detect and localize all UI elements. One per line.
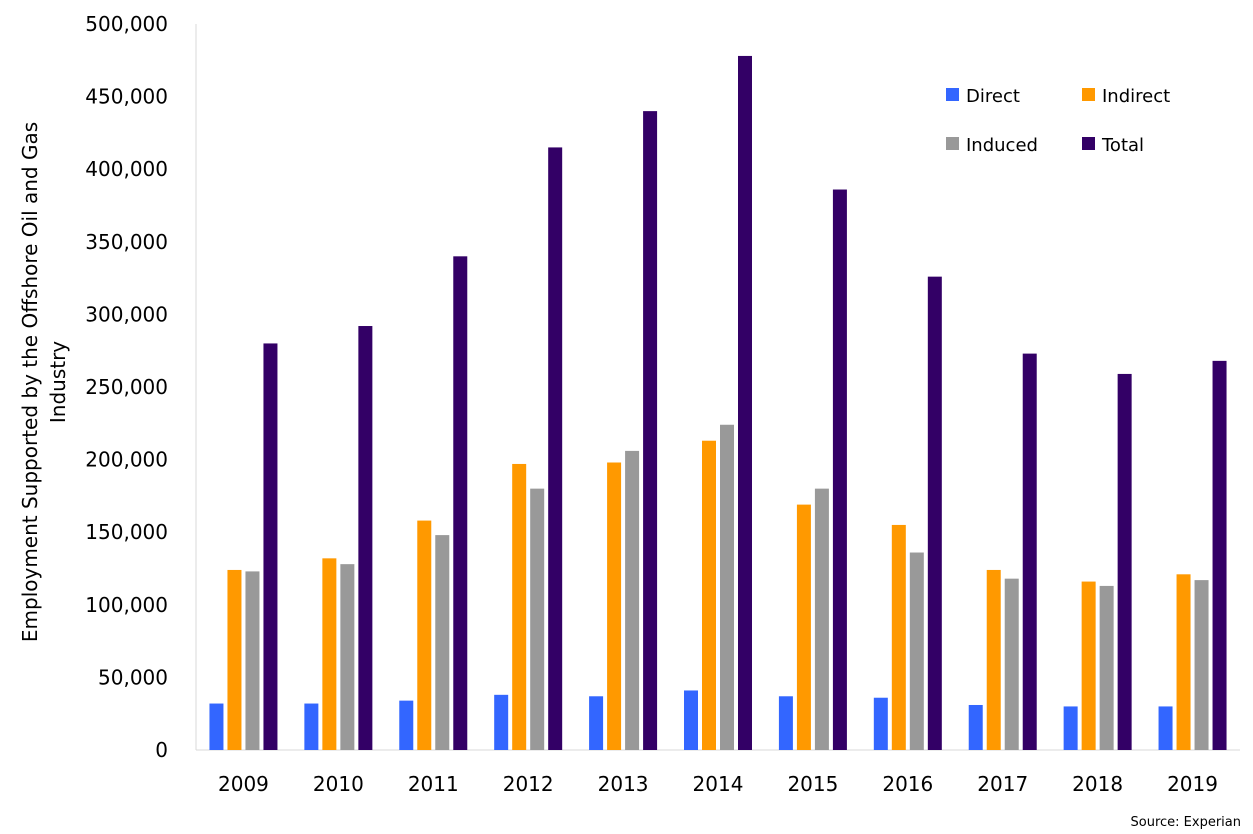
bar-total-2017 xyxy=(1022,353,1037,750)
legend-swatch-direct xyxy=(946,88,959,101)
y-tick-label: 350,000 xyxy=(85,230,168,254)
bar-indirect-2014 xyxy=(702,440,716,750)
bar-direct-2011 xyxy=(399,700,414,750)
y-axis-label: Employment Supported by the Offshore Oil… xyxy=(18,122,70,642)
y-tick-label: 200,000 xyxy=(85,448,168,472)
bar-indirect-2017 xyxy=(986,569,1001,750)
bar-induced-2016 xyxy=(909,552,924,750)
x-axis-ticks: 2009 2010 2011 2012 2013 2014 2015 2016 2017 2018… xyxy=(218,772,1218,796)
x-tick-label: 2018 xyxy=(1072,772,1123,796)
x-tick-label: 2013 xyxy=(598,772,649,796)
x-tick-label: 2016 xyxy=(882,772,933,796)
bar-indirect-2013 xyxy=(607,462,622,750)
bar-indirect-2016 xyxy=(891,524,906,750)
legend-swatch-total xyxy=(1082,137,1095,150)
bar-indirect-2015 xyxy=(796,504,811,750)
legend-label-total: Total xyxy=(1101,135,1144,156)
legend-label-direct: Direct xyxy=(966,86,1020,107)
bar-induced-2019 xyxy=(1194,580,1209,750)
bar-indirect-2009 xyxy=(227,569,242,750)
y-tick-label: 300,000 xyxy=(85,302,168,326)
bar-total-2015 xyxy=(832,189,847,750)
legend-swatch-induced xyxy=(946,137,959,150)
bar-total-2018 xyxy=(1117,373,1132,750)
bar-direct-2009 xyxy=(209,703,224,750)
x-tick-label: 2009 xyxy=(218,772,269,796)
bar-total-2016 xyxy=(927,276,942,750)
bar-direct-2013 xyxy=(589,696,604,750)
legend-label-induced: Induced xyxy=(966,135,1038,156)
bar-total-2011 xyxy=(453,256,468,750)
y-tick-label: 100,000 xyxy=(85,593,168,617)
bar-total-2012 xyxy=(548,147,563,751)
bar-induced-2018 xyxy=(1099,585,1114,750)
bar-total-2014 xyxy=(738,55,752,751)
bar-direct-2010 xyxy=(304,703,319,750)
bar-direct-2019 xyxy=(1158,706,1173,750)
bar-direct-2012 xyxy=(494,694,509,750)
x-tick-label: 2015 xyxy=(787,772,838,796)
legend-label-indirect: Indirect xyxy=(1102,86,1170,107)
bar-direct-2016 xyxy=(873,697,888,750)
bar-indirect-2011 xyxy=(417,520,432,750)
bar-induced-2010 xyxy=(340,564,355,750)
x-tick-label: 2017 xyxy=(977,772,1028,796)
y-tick-label: 450,000 xyxy=(85,85,168,109)
x-tick-label: 2019 xyxy=(1167,772,1218,796)
x-tick-label: 2014 xyxy=(693,772,744,796)
y-axis-label-line-2: Industry xyxy=(46,341,70,423)
bar-induced-2015 xyxy=(814,488,829,750)
bar-direct-2018 xyxy=(1063,706,1078,750)
y-axis-ticks: 0 50,000 100,000 150,000 200,000 250,000 300,0… xyxy=(85,12,168,762)
bar-indirect-2018 xyxy=(1081,581,1096,750)
bar-induced-2013 xyxy=(625,450,640,750)
bar-indirect-2010 xyxy=(322,558,337,750)
bar-total-2010 xyxy=(358,326,373,750)
bar-induced-2009 xyxy=(245,571,260,750)
legend: Direct Indirect Induced Total xyxy=(946,86,1170,156)
y-tick-label: 150,000 xyxy=(85,520,168,544)
x-tick-label: 2011 xyxy=(408,772,459,796)
bar-direct-2015 xyxy=(778,696,793,750)
bar-induced-2014 xyxy=(720,424,734,750)
bar-indirect-2019 xyxy=(1176,574,1191,750)
source-note: Source: Experian xyxy=(1131,815,1241,830)
x-tick-label: 2010 xyxy=(313,772,364,796)
bar-indirect-2012 xyxy=(512,463,527,750)
bar-direct-2014 xyxy=(684,690,698,750)
y-tick-label: 250,000 xyxy=(85,375,168,399)
y-tick-label: 50,000 xyxy=(98,665,168,689)
y-tick-label: 400,000 xyxy=(85,157,168,181)
bar-direct-2017 xyxy=(968,704,983,750)
y-axis-label-line-1: Employment Supported by the Offshore Oil… xyxy=(18,122,42,642)
bar-induced-2012 xyxy=(530,488,545,750)
bar-total-2019 xyxy=(1212,360,1227,750)
bar-total-2009 xyxy=(263,343,278,750)
x-tick-label: 2012 xyxy=(503,772,554,796)
bar-total-2013 xyxy=(643,111,658,751)
y-tick-label: 500,000 xyxy=(85,12,168,36)
y-tick-label: 0 xyxy=(155,738,168,762)
bars-group xyxy=(209,55,1227,751)
bar-induced-2017 xyxy=(1004,578,1019,750)
bar-induced-2011 xyxy=(435,535,450,750)
legend-swatch-indirect xyxy=(1082,88,1095,101)
